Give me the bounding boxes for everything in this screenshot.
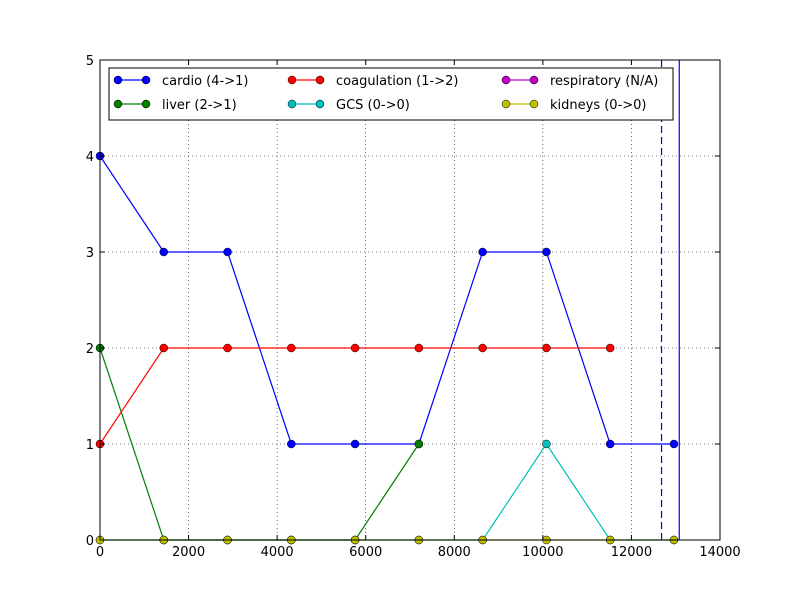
x-tick-label: 8000 [438, 545, 471, 560]
data-point-gcs [542, 439, 551, 449]
y-tick-label: 0 [86, 534, 94, 549]
data-point-coagulation [159, 343, 169, 353]
legend-marker [141, 75, 151, 85]
legend-label: liver (2->1) [162, 98, 237, 113]
plot-frame [99, 59, 721, 541]
legend-marker [315, 99, 325, 109]
data-point-cardio [605, 439, 615, 449]
legend-marker [501, 75, 511, 85]
data-point-cardio [223, 247, 232, 257]
legend-label: GCS (0->0) [336, 98, 410, 113]
reference-lines [660, 60, 680, 540]
data-point-cardio [287, 439, 296, 449]
y-tick-label: 4 [86, 150, 94, 165]
x-tick-label: 4000 [261, 545, 294, 560]
grid-lines [99, 59, 721, 541]
x-tick-label: 6000 [349, 545, 382, 560]
legend-marker [501, 99, 511, 109]
legend-marker [529, 99, 539, 109]
legend-marker [113, 99, 123, 109]
legend-entry-gcs: GCS (0->0) [287, 98, 410, 113]
data-point-coagulation [605, 343, 615, 353]
legend-entry-liver: liver (2->1) [113, 98, 237, 113]
legend-marker [529, 75, 539, 85]
data-point-cardio [350, 439, 360, 449]
plot-series [95, 151, 679, 545]
legend: cardio (4->1) liver (2->1) coagulation (1-… [108, 67, 674, 121]
legend-entry-coagulation: coagulation (1->2) [287, 74, 458, 89]
data-point-cardio [159, 247, 169, 257]
legend-marker [113, 75, 123, 85]
data-point-coagulation [478, 343, 487, 353]
legend-label: coagulation (1->2) [336, 74, 458, 89]
legend-label: kidneys (0->0) [550, 98, 647, 113]
data-point-cardio [669, 439, 679, 449]
x-tick-label: 14000 [699, 545, 740, 560]
data-point-cardio [542, 247, 551, 257]
axis-ticks: 0 2000 4000 6000 8000 10000 12000 14000 0 1 2 3 4 5 [86, 54, 741, 560]
y-tick-label: 2 [86, 342, 94, 357]
legend-marker [287, 75, 297, 85]
series-cardio [95, 151, 679, 449]
x-tick-label: 0 [96, 545, 104, 560]
data-point-coagulation [223, 343, 232, 353]
x-tick-label: 10000 [522, 545, 563, 560]
legend-marker [287, 99, 297, 109]
data-point-coagulation [287, 343, 296, 353]
legend-box [108, 67, 674, 121]
legend-marker [141, 99, 151, 109]
data-point-cardio [478, 247, 487, 257]
y-tick-label: 5 [86, 54, 94, 69]
legend-entry-kidneys: kidneys (0->0) [501, 98, 647, 113]
y-tick-label: 1 [86, 438, 94, 453]
data-point-coagulation [542, 343, 551, 353]
y-tick-label: 3 [86, 246, 94, 261]
legend-label: cardio (4->1) [162, 74, 248, 89]
legend-label: respiratory (N/A) [550, 74, 658, 89]
series-line-coagulation [99, 347, 611, 445]
data-point-coagulation [414, 343, 424, 353]
series-coagulation [95, 343, 615, 449]
legend-marker [315, 75, 325, 85]
data-point-liver [414, 439, 424, 449]
x-tick-label: 2000 [172, 545, 205, 560]
series-line-cardio [99, 155, 674, 445]
x-tick-label: 12000 [611, 545, 652, 560]
legend-entry-cardio: cardio (4->1) [113, 74, 248, 89]
legend-entry-respiratory: respiratory (N/A) [501, 74, 658, 89]
data-point-coagulation [350, 343, 360, 353]
